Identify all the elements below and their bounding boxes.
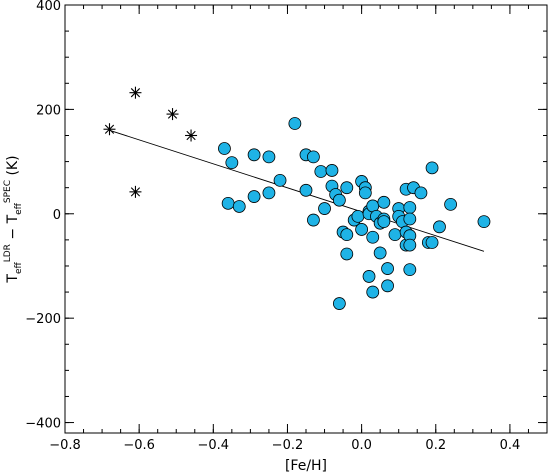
data-point-circle — [340, 228, 354, 242]
x-axis-ticks: −0.8 −0.6 −0.4 −0.2 0.0 0.2 0.4 — [49, 5, 548, 453]
data-point-asterisk — [185, 129, 198, 142]
data-point-circle — [225, 156, 239, 170]
data-point-circle — [299, 183, 313, 197]
asterisk-stroke — [167, 109, 178, 119]
y-axis-ticks: −400 −200 0 200 400 — [25, 0, 547, 432]
y-axis-title: TeffLDR − TeffSPEC (K) — [3, 155, 24, 283]
x-tick-label: 0.0 — [351, 438, 372, 453]
data-point-asterisk — [166, 108, 179, 121]
data-point-circle — [262, 150, 276, 164]
data-point-circle — [340, 247, 354, 261]
data-point-circle — [307, 213, 320, 227]
asterisk-stroke — [130, 187, 141, 197]
data-point-circle — [232, 200, 246, 213]
y-axis-title-middle: − — [5, 223, 21, 244]
data-point-circle — [221, 196, 235, 210]
x-tick-label: −0.4 — [198, 438, 230, 453]
data-point-circle — [332, 297, 346, 310]
data-point-circle — [340, 181, 354, 195]
y-axis-title-base1: T — [5, 274, 21, 284]
data-point-circle — [425, 236, 439, 249]
data-point-circle — [351, 209, 365, 223]
y-axis-title-sub1: eff — [14, 261, 24, 274]
fit-line — [109, 129, 485, 252]
data-point-circle — [381, 262, 394, 275]
data-point-circle — [247, 190, 261, 203]
data-marks — [103, 86, 491, 310]
y-axis-title-base2: T — [5, 214, 21, 224]
y-axis-title-sup2: SPEC — [3, 180, 13, 203]
x-tick-label: −0.8 — [49, 438, 81, 453]
y-axis-title-sub2: eff — [14, 202, 24, 215]
data-point-asterisk — [129, 185, 142, 198]
data-point-circle — [377, 215, 391, 229]
data-point-circle — [403, 201, 417, 214]
x-tick-label: −0.2 — [272, 438, 304, 453]
data-point-circle — [373, 246, 387, 260]
data-point-circle — [273, 173, 287, 187]
data-point-circle — [288, 117, 302, 130]
data-point-circle — [433, 220, 446, 234]
y-tick-label: −400 — [25, 417, 61, 432]
data-point-circle — [403, 238, 417, 252]
asterisk-stroke — [130, 88, 141, 98]
data-point-circle — [388, 228, 402, 242]
data-point-circle — [425, 161, 439, 175]
data-point-circle — [403, 212, 417, 226]
plot-frame — [64, 4, 548, 434]
data-point-circle — [318, 202, 331, 215]
asterisk-stroke — [104, 124, 115, 134]
data-point-circle — [307, 150, 320, 164]
x-tick-label: −0.6 — [123, 438, 155, 453]
y-axis-title-sup1: LDR — [3, 244, 13, 262]
y-tick-label: 400 — [36, 0, 61, 14]
data-point-circle — [477, 215, 491, 229]
data-point-circle — [262, 186, 276, 200]
data-point-circle — [403, 263, 417, 277]
data-point-circle — [381, 279, 394, 293]
data-point-circle — [325, 164, 339, 177]
data-point-circle — [332, 193, 346, 207]
data-point-circle — [314, 165, 328, 178]
x-tick-label: 0.4 — [500, 438, 521, 453]
data-point-circle — [362, 270, 376, 283]
x-tick-label: 0.2 — [425, 438, 446, 453]
data-point-circle — [377, 195, 391, 209]
y-tick-label: 200 — [36, 103, 61, 118]
data-point-circle — [366, 230, 380, 244]
x-axis-title: [Fe/H] — [285, 458, 327, 474]
data-point-asterisk — [103, 123, 116, 136]
data-point-circle — [358, 186, 372, 200]
data-point-circle — [218, 142, 231, 155]
asterisk-stroke — [186, 130, 196, 141]
data-point-circle — [247, 148, 261, 162]
y-tick-label: −200 — [25, 312, 61, 327]
data-point-circle — [444, 197, 458, 211]
y-axis-title-unit: (K) — [5, 155, 21, 180]
y-tick-label: 0 — [53, 208, 61, 223]
data-point-circle — [366, 285, 380, 299]
data-point-asterisk — [129, 86, 142, 99]
data-point-circle — [355, 223, 369, 236]
data-point-circle — [414, 186, 428, 200]
